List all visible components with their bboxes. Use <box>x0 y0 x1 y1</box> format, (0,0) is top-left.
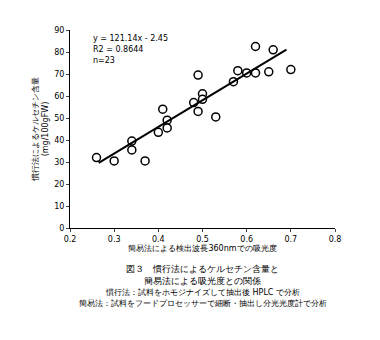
svg-text:慣行法によるケルセチン含量(mg/100gFW): 慣行法によるケルセチン含量(mg/100gFW) <box>31 77 50 182</box>
svg-text:R2 = 0.8644: R2 = 0.8644 <box>93 45 143 54</box>
svg-text:0.8: 0.8 <box>329 235 342 244</box>
svg-text:簡易法による検出波長360nmでの吸光度: 簡易法による検出波長360nmでの吸光度 <box>128 244 276 253</box>
svg-text:簡易法による吸光度との関係: 簡易法による吸光度との関係 <box>144 276 261 286</box>
svg-text:y = 121.14x - 2.45: y = 121.14x - 2.45 <box>93 34 168 43</box>
svg-text:図３ 慣行法によるケルセチン含量と: 図３ 慣行法によるケルセチン含量と <box>126 264 279 274</box>
svg-text:0.3: 0.3 <box>108 235 121 244</box>
svg-text:簡易法：試料をフードプロセッサーで細断・抽出し分光光度計で分: 簡易法：試料をフードプロセッサーで細断・抽出し分光光度計で分析 <box>79 299 327 308</box>
svg-text:50: 50 <box>54 114 64 123</box>
svg-text:0.6: 0.6 <box>240 235 253 244</box>
svg-text:0.7: 0.7 <box>284 235 297 244</box>
svg-text:0.4: 0.4 <box>152 235 165 244</box>
svg-text:0.2: 0.2 <box>64 235 77 244</box>
svg-text:n=23: n=23 <box>93 56 115 65</box>
svg-text:10: 10 <box>54 202 64 211</box>
svg-text:慣行法：試料をホモジナイズして抽出後 HPLC で分析: 慣行法：試料をホモジナイズして抽出後 HPLC で分析 <box>105 288 300 297</box>
svg-text:90: 90 <box>54 26 64 35</box>
svg-text:80: 80 <box>54 48 64 57</box>
svg-text:30: 30 <box>54 158 64 167</box>
svg-text:0: 0 <box>59 224 64 233</box>
svg-text:60: 60 <box>54 92 64 101</box>
svg-text:20: 20 <box>54 180 64 189</box>
svg-text:40: 40 <box>54 136 64 145</box>
svg-text:0.5: 0.5 <box>196 235 209 244</box>
svg-text:70: 70 <box>54 70 64 79</box>
